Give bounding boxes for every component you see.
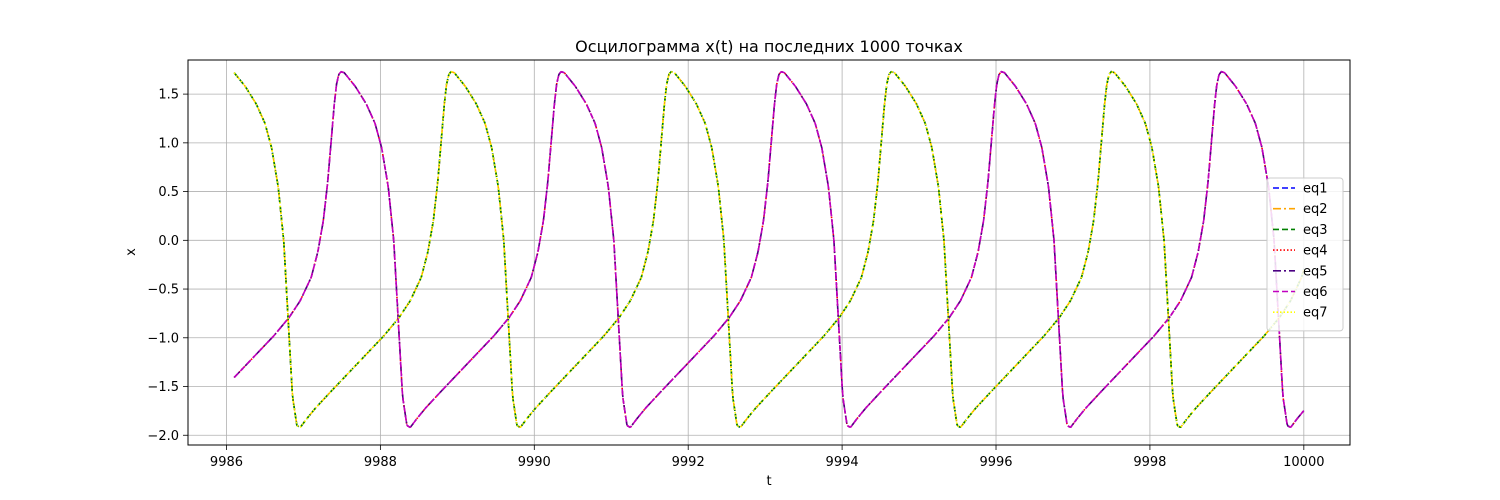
legend-label-eq7: eq7 (1303, 306, 1328, 321)
series-line-eq3 (233, 70, 1305, 429)
y-tick-label: −1.0 (147, 331, 179, 346)
ticks: 9986 9988 9990 9992 9994 9996 9998 10000 −2.0 −1.… (147, 88, 1324, 470)
y-tick-label: 1.0 (158, 136, 179, 151)
legend-frame (1266, 177, 1344, 332)
x-tick-label: 9992 (672, 455, 705, 470)
legend-label-eq6: eq6 (1303, 285, 1328, 300)
legend-label-eq4: eq4 (1303, 244, 1328, 259)
legend-label-eq5: eq5 (1303, 264, 1328, 279)
legend-label-eq1: eq1 (1303, 182, 1328, 197)
grid (188, 60, 1350, 445)
series-line-eq6 (233, 70, 1305, 429)
x-tick-label: 9990 (518, 455, 551, 470)
x-tick-label: 9986 (210, 455, 243, 470)
y-tick-label: 1.5 (158, 88, 179, 103)
legend-label-eq3: eq3 (1303, 223, 1328, 238)
y-tick-label: 0.0 (158, 234, 179, 249)
x-tick-label: 9994 (826, 455, 859, 470)
y-tick-label: −2.0 (147, 429, 179, 444)
y-tick-label: −1.5 (147, 380, 179, 395)
x-tick-label: 10000 (1283, 455, 1324, 470)
y-axis-label: x (124, 248, 139, 256)
axes-frame (187, 59, 1351, 446)
x-axis-label: t (766, 474, 771, 489)
y-tick-label: 0.5 (158, 185, 179, 200)
y-tick-label: −0.5 (147, 283, 179, 298)
legend: eq1 eq2 eq3 eq4 eq5 eq6 eq7 (1266, 177, 1344, 332)
legend-label-eq2: eq2 (1303, 202, 1328, 217)
x-tick-label: 9998 (1133, 455, 1166, 470)
x-tick-label: 9988 (364, 455, 397, 470)
series-lines (233, 70, 1305, 429)
chart-title: Осцилограмма x(t) на последних 1000 точк… (575, 37, 963, 56)
x-tick-label: 9996 (979, 455, 1012, 470)
